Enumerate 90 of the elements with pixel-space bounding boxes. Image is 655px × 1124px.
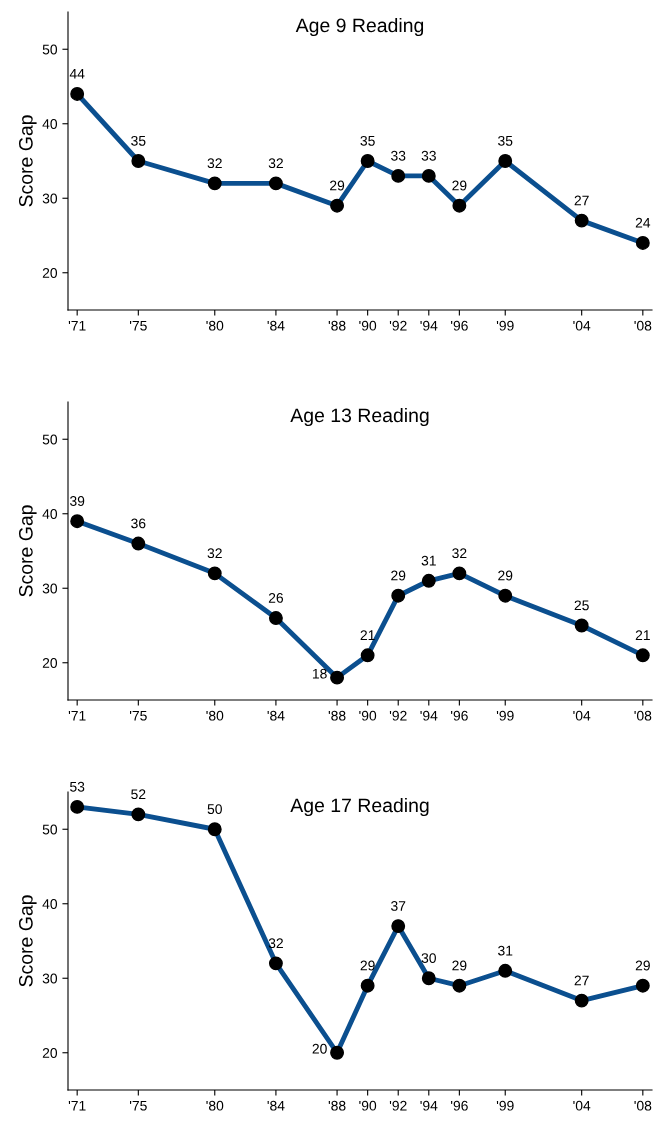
x-tick-label: '96	[451, 710, 468, 721]
y-tick-label: 30	[42, 973, 58, 984]
data-label: 27	[574, 975, 589, 986]
y-tick-label: 20	[42, 1048, 58, 1058]
x-tick-label: '92	[389, 320, 407, 331]
y-tick-label: 20	[42, 268, 58, 278]
data-label: 36	[131, 518, 146, 529]
x-tick-label: '04	[573, 710, 591, 721]
y-axis-title: Score Gap	[18, 115, 37, 207]
data-label: 29	[360, 960, 375, 971]
y-tick-label: 40	[42, 119, 58, 129]
y-axis-title: Score Gap	[18, 505, 37, 597]
data-label: 32	[207, 548, 222, 559]
x-tick-label: '75	[129, 320, 147, 331]
data-label: 39	[69, 496, 85, 506]
x-tick-label: '90	[359, 1100, 377, 1111]
data-label: 29	[330, 180, 345, 191]
x-tick-label: '80	[206, 1100, 224, 1111]
x-tick-label: '08	[634, 710, 652, 721]
data-label: 50	[207, 804, 222, 814]
x-tick-label: '08	[634, 320, 652, 331]
x-tick-label: '04	[573, 320, 591, 331]
data-label: 25	[574, 600, 589, 611]
data-label: 35	[131, 135, 146, 146]
data-label: 32	[207, 158, 222, 169]
x-tick-label: '71	[68, 1100, 86, 1111]
x-tick-label: '84	[267, 710, 285, 721]
data-label: 29	[635, 960, 650, 971]
data-label: 27	[574, 195, 589, 206]
x-tick-label: '99	[496, 320, 514, 331]
y-tick-label: 50	[42, 44, 58, 55]
data-label: 31	[421, 555, 436, 566]
data-label: 21	[360, 630, 375, 640]
data-label: 29	[498, 570, 513, 581]
data-label: 32	[268, 158, 283, 169]
x-tick-label: '92	[389, 710, 407, 721]
x-tick-label: '96	[451, 320, 468, 331]
y-tick-label: 40	[42, 509, 58, 519]
data-label: 20	[312, 1043, 327, 1054]
x-tick-label: '08	[634, 1100, 652, 1111]
x-tick-label: '88	[328, 1100, 346, 1111]
x-tick-label: '94	[420, 1100, 438, 1111]
y-tick-label: 50	[42, 434, 58, 445]
x-tick-label: '90	[359, 320, 377, 331]
y-tick-label: 30	[42, 193, 58, 204]
x-tick-label: '75	[129, 710, 147, 721]
data-label: 52	[131, 789, 146, 800]
data-label: 18	[312, 668, 327, 679]
chart-title: Age 17 Reading	[290, 797, 429, 817]
data-label: 35	[360, 135, 375, 146]
data-label: 29	[391, 570, 406, 581]
y-tick-label: 30	[42, 583, 58, 594]
data-label: 37	[391, 901, 406, 911]
data-label: 29	[452, 180, 467, 191]
y-axis-title: Score Gap	[18, 895, 37, 987]
x-tick-label: '71	[68, 710, 86, 721]
x-tick-label: '80	[206, 710, 224, 721]
x-tick-label: '99	[496, 1100, 514, 1111]
x-tick-label: '88	[328, 710, 346, 721]
data-label: 29	[452, 960, 467, 971]
x-tick-label: '84	[267, 320, 285, 331]
x-tick-label: '84	[267, 1100, 285, 1111]
x-tick-label: '04	[573, 1100, 591, 1111]
chart-title: Age 9 Reading	[295, 17, 424, 37]
y-tick-label: 40	[42, 899, 58, 909]
x-tick-label: '71	[68, 320, 86, 331]
data-label: 26	[268, 592, 284, 603]
chart-title: Age 13 Reading	[290, 407, 429, 427]
x-tick-label: '96	[451, 1100, 468, 1111]
data-label: 35	[498, 135, 513, 146]
data-label: 21	[635, 630, 650, 640]
data-label: 32	[452, 548, 467, 559]
x-tick-label: '99	[496, 710, 514, 721]
data-label: 33	[391, 150, 406, 161]
x-tick-label: '94	[420, 710, 438, 721]
x-tick-label: '92	[389, 1100, 407, 1111]
data-label: 30	[421, 953, 436, 963]
x-tick-label: '94	[420, 320, 438, 331]
y-tick-label: 50	[42, 824, 58, 835]
x-tick-label: '80	[206, 320, 224, 331]
data-label: 24	[635, 217, 651, 228]
data-label: 44	[69, 69, 85, 79]
data-label: 32	[268, 938, 283, 949]
x-tick-label: '90	[359, 710, 377, 721]
data-label: 31	[498, 945, 513, 956]
y-tick-label: 20	[42, 658, 58, 668]
x-tick-label: '75	[129, 1100, 147, 1111]
data-label: 53	[70, 781, 85, 792]
x-tick-label: '88	[328, 320, 346, 331]
data-label: 33	[421, 150, 436, 161]
